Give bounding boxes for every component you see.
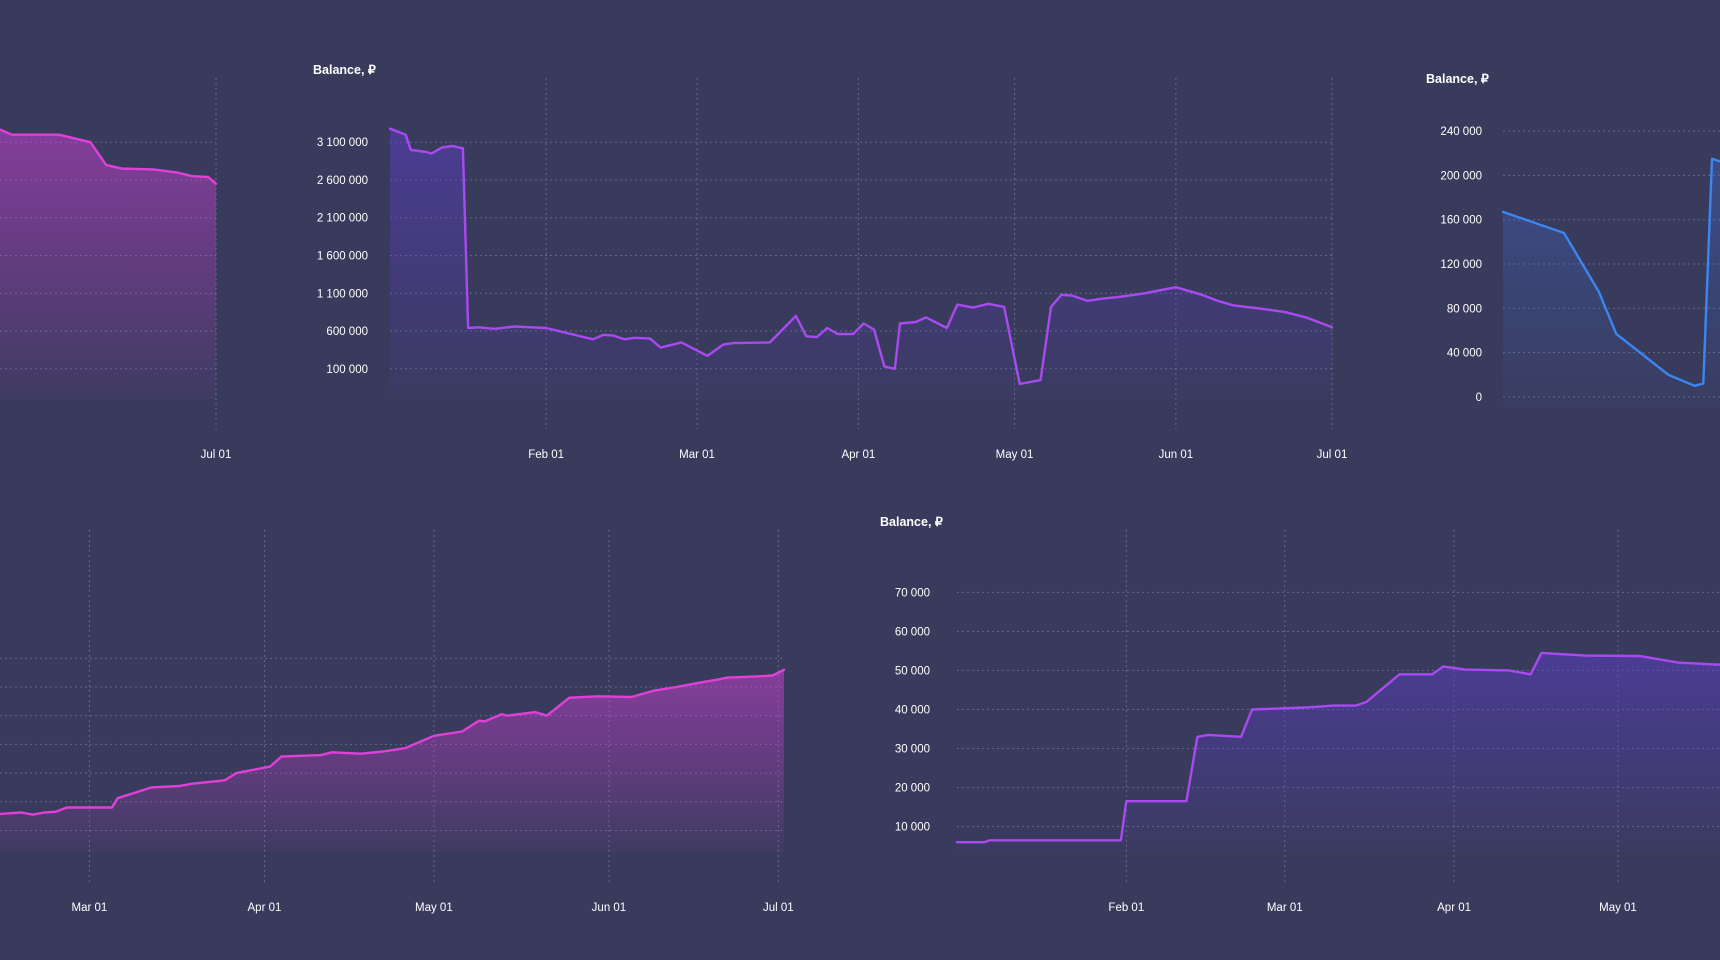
x-tick-label: Jul 01 [201, 449, 232, 461]
series-line [955, 651, 1720, 844]
series-line [388, 127, 1334, 386]
chart-top-right: 0 40 000 80 000 120 000 160 000 200 000 240 00… [1426, 72, 1720, 408]
series-area [957, 652, 1720, 852]
y-tick-label: 20 000 [895, 783, 930, 795]
x-tick-label: May 01 [996, 449, 1034, 461]
series-line [0, 668, 786, 816]
x-tick-label: Mar 01 [72, 902, 108, 914]
y-tick-label: 240 000 [1440, 126, 1482, 138]
y-axis-title: Balance, ₽ [313, 63, 377, 77]
x-tick-label: Jun 01 [1159, 449, 1194, 461]
y-tick-label: 10 000 [895, 822, 930, 834]
y-axis-title: Balance, ₽ [880, 515, 944, 529]
x-tick-label: Mar 01 [679, 449, 715, 461]
y-tick-label: 50 000 [895, 665, 930, 677]
y-tick-label: 40 000 [1447, 348, 1482, 360]
series-area [390, 128, 1332, 399]
x-tick-label: May 01 [1599, 902, 1637, 914]
series-area [0, 669, 784, 852]
x-tick-label: Apr 01 [1437, 902, 1471, 914]
y-tick-label: 100 000 [326, 364, 368, 376]
y-tick-label: 80 000 [1447, 303, 1482, 315]
y-tick-label: 120 000 [1440, 259, 1482, 271]
x-tick-label: Apr 01 [248, 902, 282, 914]
y-axis-title: Balance, ₽ [1426, 72, 1490, 86]
chart-bottom-right: 10 000 20 000 30 000 40 000 50 000 60 000 70 0… [880, 515, 1720, 914]
y-tick-label: 160 000 [1440, 215, 1482, 227]
y-tick-label: 0 [1476, 392, 1482, 404]
chart-top-center: 100 000 600 000 1 100 000 1 600 000 2 100 00… [313, 63, 1347, 461]
x-tick-label: Jul 01 [763, 902, 794, 914]
x-tick-label: Jul 01 [1317, 449, 1348, 461]
x-tick-label: Feb 01 [1108, 902, 1144, 914]
y-tick-label: 60 000 [895, 626, 930, 638]
x-tick-label: Feb 01 [528, 449, 564, 461]
y-tick-label: 40 000 [895, 704, 930, 716]
series-line [0, 128, 218, 185]
y-tick-label: 200 000 [1440, 170, 1482, 182]
y-tick-label: 70 000 [895, 587, 930, 599]
y-tick-label: 2 600 000 [317, 175, 368, 187]
y-tick-label: 1 600 000 [317, 251, 368, 263]
y-tick-label: 3 100 000 [317, 137, 368, 149]
series-line [1501, 157, 1720, 387]
x-tick-label: May 01 [415, 902, 453, 914]
y-tick-label: 600 000 [326, 326, 368, 338]
series-area [1503, 158, 1720, 408]
y-tick-label: 1 100 000 [317, 288, 368, 300]
x-tick-label: Jun 01 [592, 902, 627, 914]
series-area [0, 129, 216, 399]
x-tick-label: Apr 01 [841, 449, 875, 461]
y-tick-label: 2 100 000 [317, 213, 368, 225]
y-tick-label: 30 000 [895, 744, 930, 756]
x-tick-label: Mar 01 [1267, 902, 1303, 914]
